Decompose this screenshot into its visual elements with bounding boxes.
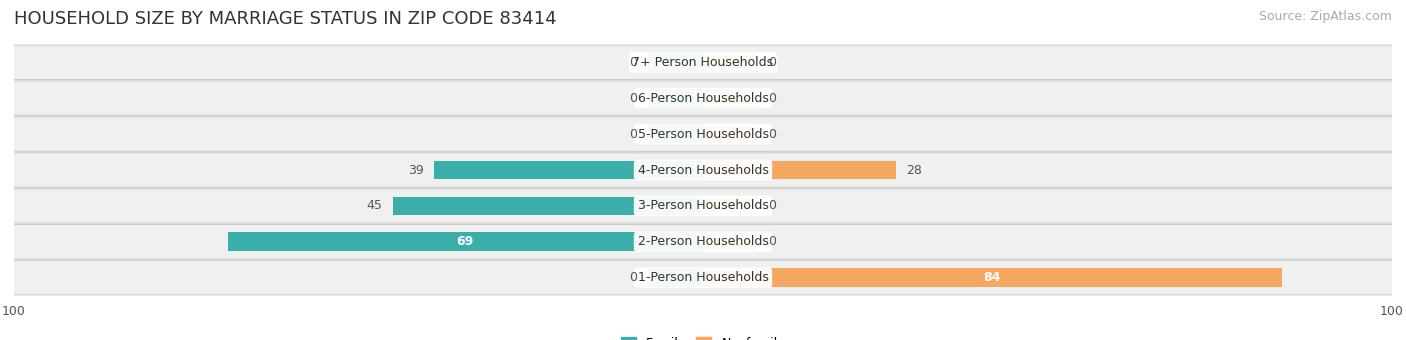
Bar xyxy=(434,161,703,179)
Legend: Family, Nonfamily: Family, Nonfamily xyxy=(621,337,785,340)
Bar xyxy=(703,53,758,72)
Bar xyxy=(392,197,703,215)
FancyBboxPatch shape xyxy=(0,45,1406,80)
Text: 0: 0 xyxy=(769,199,776,212)
Text: 0: 0 xyxy=(630,92,637,105)
Bar xyxy=(703,89,758,107)
Text: 2-Person Households: 2-Person Households xyxy=(637,235,769,248)
Bar xyxy=(703,233,758,251)
Text: 3-Person Households: 3-Person Households xyxy=(637,199,769,212)
Bar xyxy=(648,125,703,143)
Bar xyxy=(703,125,758,143)
Text: HOUSEHOLD SIZE BY MARRIAGE STATUS IN ZIP CODE 83414: HOUSEHOLD SIZE BY MARRIAGE STATUS IN ZIP… xyxy=(14,10,557,28)
Bar xyxy=(648,268,703,287)
FancyBboxPatch shape xyxy=(0,81,1406,116)
Bar xyxy=(228,233,703,251)
Text: 0: 0 xyxy=(769,235,776,248)
Text: 1-Person Households: 1-Person Households xyxy=(637,271,769,284)
Text: 0: 0 xyxy=(769,92,776,105)
FancyBboxPatch shape xyxy=(0,117,1406,151)
Bar xyxy=(703,161,896,179)
FancyBboxPatch shape xyxy=(0,224,1406,259)
FancyBboxPatch shape xyxy=(0,189,1406,223)
Text: 0: 0 xyxy=(630,128,637,141)
Text: 7+ Person Households: 7+ Person Households xyxy=(633,56,773,69)
Text: 5-Person Households: 5-Person Households xyxy=(637,128,769,141)
Text: 4-Person Households: 4-Person Households xyxy=(637,164,769,176)
Text: 69: 69 xyxy=(457,235,474,248)
Text: 6-Person Households: 6-Person Households xyxy=(637,92,769,105)
Text: 39: 39 xyxy=(408,164,425,176)
Bar xyxy=(648,89,703,107)
Text: 28: 28 xyxy=(907,164,922,176)
Text: Source: ZipAtlas.com: Source: ZipAtlas.com xyxy=(1258,10,1392,23)
FancyBboxPatch shape xyxy=(0,153,1406,187)
Text: 0: 0 xyxy=(630,271,637,284)
Text: 0: 0 xyxy=(769,56,776,69)
Text: 45: 45 xyxy=(367,199,382,212)
Bar xyxy=(703,268,1282,287)
Text: 0: 0 xyxy=(769,128,776,141)
Text: 0: 0 xyxy=(630,56,637,69)
Bar xyxy=(648,53,703,72)
FancyBboxPatch shape xyxy=(0,260,1406,295)
Bar xyxy=(703,197,758,215)
Text: 84: 84 xyxy=(984,271,1001,284)
